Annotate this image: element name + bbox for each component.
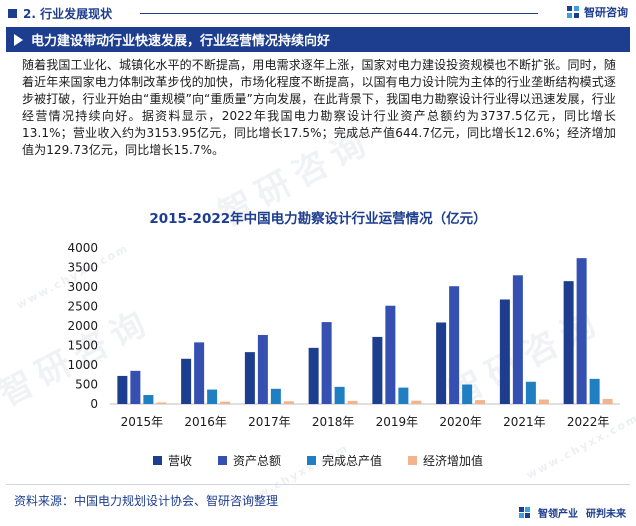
bar-完成总产值-2015年	[143, 395, 154, 404]
bar-完成总产值-2016年	[207, 389, 218, 404]
square-icon	[8, 8, 17, 18]
bar-资产总额-2016年	[194, 342, 205, 404]
bar-经济增加值-2021年	[538, 399, 549, 404]
legend-swatch	[408, 456, 418, 465]
y-tick-label: 2500	[67, 300, 98, 314]
y-tick-label: 4000	[67, 241, 98, 255]
top-bar: 2. 行业发展现状 智研咨询	[0, 0, 636, 26]
brand-logo-icon	[519, 507, 530, 518]
legend-item: 经济增加值	[408, 452, 483, 469]
legend-label: 营收	[167, 454, 192, 468]
bar-经济增加值-2019年	[411, 400, 422, 404]
y-tick-label: 2000	[67, 319, 98, 333]
source-note: 资料来源：中国电力规划设计协会、智研咨询整理	[14, 494, 279, 508]
brand-name: 智研咨询	[584, 6, 628, 19]
bar-资产总额-2019年	[385, 305, 396, 404]
legend-item: 资产总额	[217, 452, 281, 469]
bar-经济增加值-2022年	[602, 398, 613, 404]
legend-item: 营收	[152, 452, 192, 469]
y-tick-label: 1500	[67, 339, 98, 353]
x-tick-label: 2018年	[312, 415, 355, 429]
brand-logo-icon	[567, 6, 579, 18]
x-tick-label: 2021年	[503, 415, 546, 429]
bar-完成总产值-2017年	[270, 388, 281, 404]
divider	[140, 13, 538, 14]
legend-swatch	[217, 456, 227, 465]
bar-营收-2021年	[499, 299, 510, 404]
bar-营收-2019年	[372, 336, 383, 404]
chart-title: 2015-2022年中国电力勘察设计行业运营情况（亿元）	[149, 211, 487, 227]
bar-营收-2015年	[117, 375, 128, 404]
slogan-left: 智领产业	[538, 509, 578, 520]
bar-资产总额-2021年	[512, 275, 523, 404]
body-paragraph: 随着我国工业化、城镇化水平的不断提高，用电需求逐年上涨，国家对电力建设投资规模也…	[22, 58, 616, 158]
slogan-right: 研判未来	[586, 509, 626, 520]
x-tick-label: 2020年	[439, 415, 482, 429]
arrow-right-icon	[14, 33, 23, 46]
section-tab: 2. 行业发展现状	[0, 3, 122, 23]
bar-经济增加值-2017年	[283, 401, 294, 404]
bar-营收-2022年	[563, 281, 574, 404]
x-tick-label: 2016年	[184, 415, 227, 429]
bar-资产总额-2022年	[576, 258, 587, 404]
bar-完成总产值-2022年	[589, 378, 600, 404]
x-tick-label: 2022年	[567, 415, 610, 429]
x-tick-label: 2017年	[248, 415, 291, 429]
x-tick-label: 2015年	[121, 415, 164, 429]
bar-营收-2016年	[181, 358, 192, 404]
bar-营收-2018年	[308, 347, 319, 404]
bar-经济增加值-2015年	[156, 402, 167, 404]
chart-legend: 营收 资产总额 完成总产值 经济增加值	[0, 452, 636, 469]
legend-label: 资产总额	[232, 454, 281, 468]
y-tick-label: 3500	[67, 261, 98, 275]
bar-经济增加值-2018年	[347, 400, 358, 404]
bar-资产总额-2018年	[321, 322, 332, 404]
headline-banner: 电力建设带动行业快速发展，行业经营情况持续向好	[6, 27, 630, 52]
bar-资产总额-2015年	[130, 370, 141, 404]
bar-完成总产值-2019年	[398, 387, 409, 404]
divider	[6, 484, 630, 485]
bar-资产总额-2017年	[257, 334, 268, 404]
y-tick-label: 3000	[67, 280, 98, 294]
legend-swatch	[152, 456, 162, 465]
bar-完成总产值-2020年	[462, 384, 473, 404]
legend-label: 完成总产值	[322, 454, 383, 468]
section-label: 2. 行业发展现状	[23, 6, 113, 21]
x-tick-label: 2019年	[376, 415, 419, 429]
bar-完成总产值-2018年	[334, 386, 345, 404]
legend-swatch	[307, 456, 316, 465]
headline-text: 电力建设带动行业快速发展，行业经营情况持续向好	[31, 34, 331, 49]
bar-经济增加值-2020年	[475, 400, 486, 404]
bar-营收-2017年	[244, 352, 255, 404]
bar-营收-2020年	[436, 322, 447, 404]
footer-slogan: 智领产业 研判未来	[519, 505, 626, 520]
bar-资产总额-2020年	[449, 286, 460, 404]
legend-item: 完成总产值	[307, 452, 382, 469]
brand: 智研咨询	[566, 4, 628, 20]
y-tick-label: 500	[75, 378, 98, 392]
y-tick-label: 0	[90, 397, 98, 411]
bar-经济增加值-2016年	[220, 401, 231, 404]
legend-label: 经济增加值	[423, 454, 484, 468]
y-tick-label: 1000	[67, 358, 98, 372]
bar-chart: 0 500 1000 1500 2000 2500 3000 3500 4000 2015年 201…	[67, 241, 620, 429]
bar-完成总产值-2021年	[525, 381, 536, 404]
